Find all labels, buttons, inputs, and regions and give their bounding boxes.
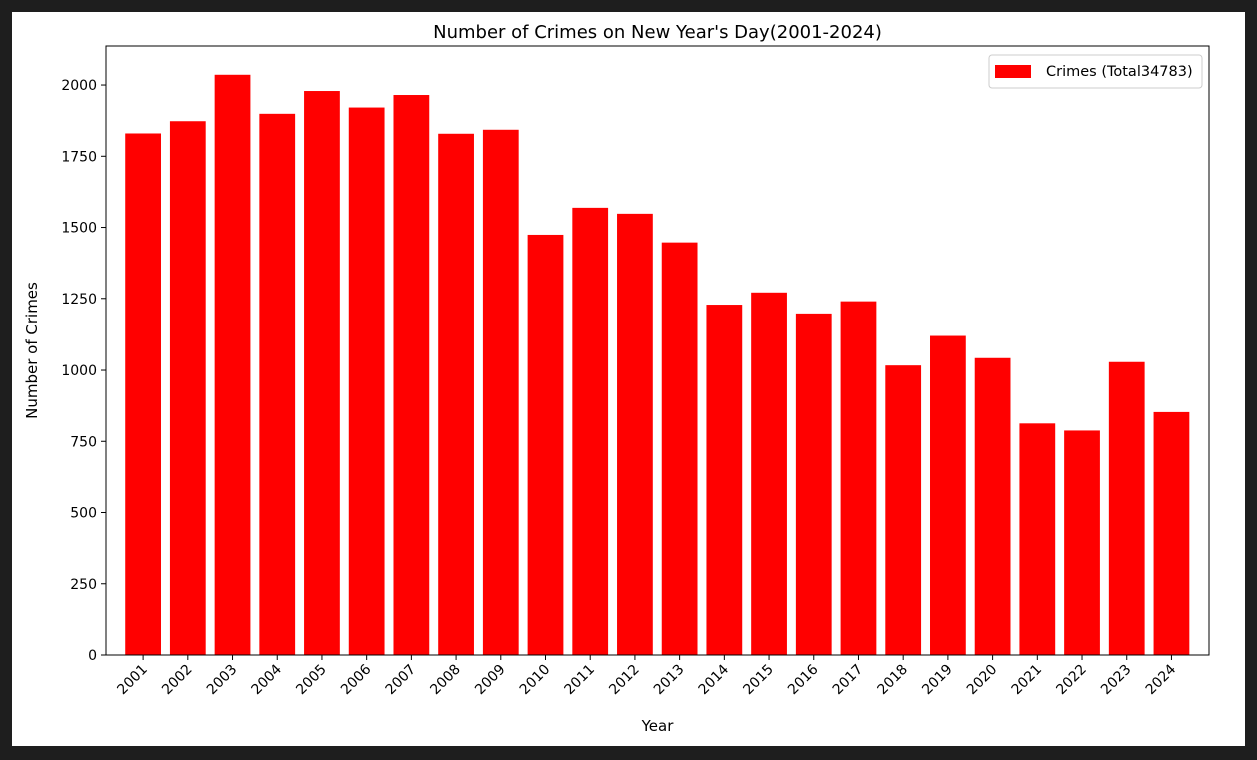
- bar-2018: [885, 365, 922, 655]
- bar-2004: [259, 113, 296, 655]
- x-tick-label: 2017: [830, 662, 867, 699]
- bar-chart: Number of Crimes on New Year's Day(2001-…: [23, 22, 1210, 735]
- x-tick-label: 2023: [1098, 662, 1135, 699]
- bar-2010: [527, 234, 564, 655]
- legend-box: [988, 54, 1203, 89]
- bar-2019: [930, 335, 966, 655]
- x-tick-label: 2001: [114, 662, 151, 699]
- y-tick-label: 500: [70, 506, 97, 522]
- y-tick-label: 0: [88, 648, 97, 664]
- bars-group: [125, 74, 1190, 656]
- x-tick-label: 2014: [696, 661, 733, 698]
- chart-frame: Number of Crimes on New Year's Day(2001-…: [12, 12, 1245, 746]
- bar-2023: [1108, 361, 1145, 655]
- bar-2005: [304, 91, 340, 655]
- bar-2001: [125, 133, 161, 655]
- x-tick-label: 2009: [472, 662, 509, 699]
- chart-title: Number of Crimes on New Year's Day(2001-…: [433, 22, 882, 43]
- x-tick-label: 2019: [919, 662, 956, 699]
- x-tick-label: 2024: [1143, 661, 1180, 698]
- bar-2012: [617, 213, 653, 655]
- bar-2022: [1064, 430, 1100, 655]
- bar-2003: [214, 74, 251, 656]
- x-tick-label: 2011: [562, 662, 599, 699]
- bar-2002: [169, 121, 206, 656]
- bar-2014: [706, 305, 743, 655]
- y-tick-label: 250: [70, 577, 97, 593]
- x-tick-label: 2006: [338, 661, 375, 698]
- bar-2013: [661, 242, 698, 655]
- x-tick-label: 2018: [874, 662, 911, 699]
- y-tick-label: 750: [70, 434, 97, 450]
- x-tick-label: 2021: [1009, 662, 1046, 699]
- x-tick-label: 2008: [427, 662, 464, 699]
- bar-2021: [1019, 423, 1056, 655]
- y-tick-label: 1750: [61, 149, 97, 165]
- bar-2024: [1153, 411, 1190, 655]
- bar-2016: [795, 313, 832, 655]
- bar-2006: [348, 107, 385, 656]
- bar-2015: [751, 292, 787, 655]
- x-tick-label: 2005: [293, 662, 330, 699]
- bar-2020: [974, 357, 1011, 655]
- plot-area: [105, 45, 1210, 656]
- x-tick-label: 2015: [740, 662, 777, 699]
- legend-entry: Crimes (Total34783): [1046, 64, 1193, 80]
- x-tick-label: 2013: [651, 662, 688, 699]
- legend-swatch: [995, 65, 1031, 78]
- y-tick-label: 2000: [61, 78, 97, 94]
- bar-2009: [482, 129, 519, 655]
- x-tick-label: 2020: [964, 662, 1001, 699]
- y-axis: 0 250 500 750 1000 1250 1500 1750 2000: [61, 78, 106, 664]
- y-tick-label: 1500: [61, 221, 97, 237]
- x-tick-label: 2004: [249, 661, 286, 698]
- x-tick-label: 2016: [785, 661, 822, 698]
- bar-2007: [393, 95, 430, 656]
- x-tick-label: 2002: [159, 662, 196, 699]
- bar-2008: [438, 133, 474, 656]
- y-tick-label: 1250: [61, 292, 97, 308]
- x-tick-label: 2012: [606, 662, 643, 699]
- y-tick-label: 1000: [61, 363, 97, 379]
- legend: Crimes (Total34783): [988, 54, 1203, 89]
- bar-2017: [840, 301, 877, 655]
- x-tick-label: 2003: [204, 662, 241, 699]
- x-tick-label: 2022: [1053, 662, 1090, 699]
- x-tick-label: 2007: [383, 662, 420, 699]
- bar-2011: [572, 207, 609, 655]
- x-axis-label: Year: [641, 717, 675, 735]
- y-axis-label: Number of Crimes: [23, 282, 41, 419]
- x-tick-label: 2010: [517, 662, 554, 699]
- x-axis: 2001 2002 2003 2004 2005 2006 2007 2008 2009 2010…: [114, 655, 1179, 698]
